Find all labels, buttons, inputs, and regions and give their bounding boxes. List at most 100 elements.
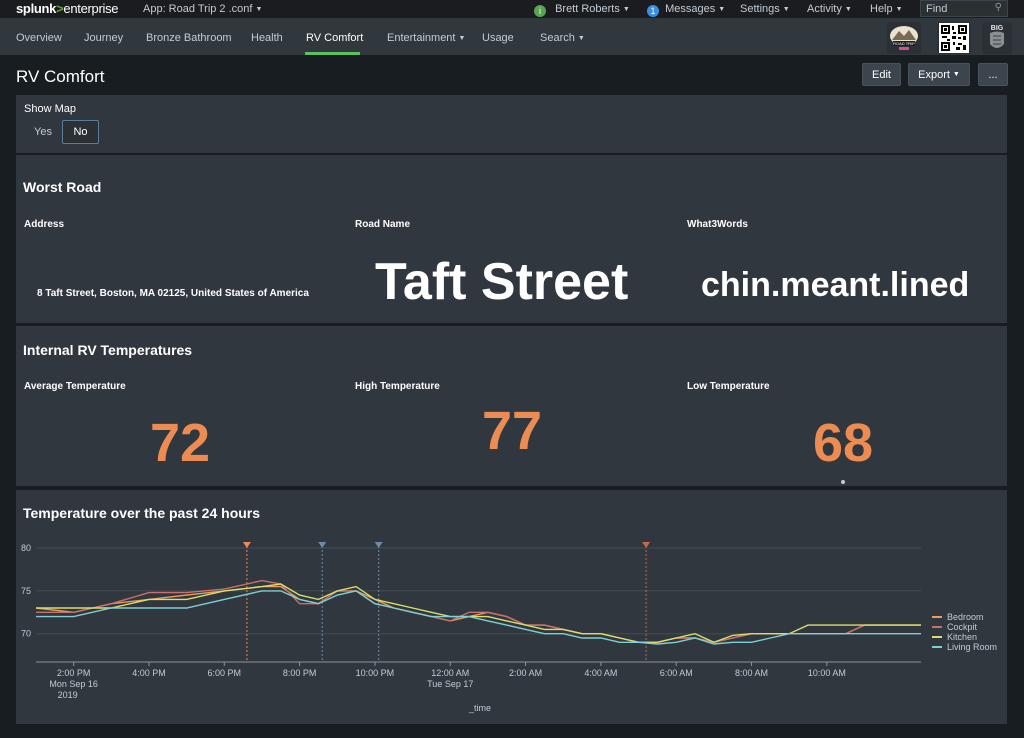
x-axis-label: _time xyxy=(468,703,491,713)
big-logo-icon: BIG xyxy=(990,25,1004,48)
annotation-marker-icon xyxy=(642,542,651,548)
x-tick-label: 2:00 PM xyxy=(57,668,91,678)
chevron-down-icon: ▼ xyxy=(458,35,466,42)
high-temp-value: 77 xyxy=(481,401,543,461)
show-map-yes-option[interactable]: Yes xyxy=(34,126,52,138)
y-tick-label: 70 xyxy=(21,629,31,639)
low-temp-value: 68 xyxy=(812,413,874,473)
chevron-down-icon: ▼ xyxy=(255,6,263,13)
logo-main: splunk xyxy=(16,1,57,16)
temperature-chart-panel: Temperature over the past 24 hours 80 75 7… xyxy=(16,490,1007,724)
qr-code-icon xyxy=(937,22,971,54)
worst-road-title: Worst Road xyxy=(23,179,102,195)
annotation-marker-icon xyxy=(374,542,383,548)
nav-item-rv-comfort[interactable]: RV Comfort xyxy=(306,32,364,44)
settings-menu[interactable]: Settings ▼ xyxy=(740,3,790,15)
activity-menu[interactable]: Activity ▼ xyxy=(807,3,852,15)
help-menu[interactable]: Help ▼ xyxy=(870,3,903,15)
logo-gt: > xyxy=(56,1,64,16)
address-value: 8 Taft Street, Boston, MA 02125, United … xyxy=(37,288,309,299)
low-temp-label: Low Temperature xyxy=(687,381,770,392)
nav-entertainment-label: Entertainment xyxy=(387,32,456,44)
settings-label: Settings xyxy=(740,3,780,15)
annotation-marker-icon xyxy=(318,542,327,548)
x-tick-year-label: 2019 xyxy=(58,690,78,700)
worst-road-panel: Worst Road Address 8 Taft Street, Boston… xyxy=(16,155,1007,323)
legend-label: Bedroom xyxy=(947,612,984,622)
x-tick-label: 10:00 PM xyxy=(356,668,395,678)
road-name-value: Taft Street xyxy=(375,253,629,311)
show-map-no-option[interactable]: No xyxy=(62,120,99,144)
address-label: Address xyxy=(24,219,65,230)
legend-label: Kitchen xyxy=(947,632,977,642)
x-tick-label: 6:00 AM xyxy=(660,668,693,678)
nav-item-bronze-bathroom[interactable]: Bronze Bathroom xyxy=(146,32,232,44)
top-bar: splunk>enterprise App: Road Trip 2 .conf… xyxy=(0,0,1024,18)
pagination-dot[interactable] xyxy=(841,480,845,484)
nav-item-usage[interactable]: Usage xyxy=(482,32,514,44)
x-tick-label: 2:00 AM xyxy=(509,668,542,678)
y-tick-label: 75 xyxy=(21,586,31,596)
page-title: RV Comfort xyxy=(16,67,105,86)
find-placeholder: Find xyxy=(926,3,948,15)
x-tick-label: 4:00 AM xyxy=(584,668,617,678)
nav-item-overview[interactable]: Overview xyxy=(16,32,62,44)
user-name: Brett Roberts xyxy=(555,3,620,15)
show-map-label: Show Map xyxy=(24,103,76,115)
logo-suffix: enterprise xyxy=(63,1,119,16)
road-trip-logo-icon: ROAD TRIP xyxy=(890,26,918,50)
nav-item-search[interactable]: Search ▼ xyxy=(540,32,585,44)
find-input[interactable]: Find ⚲ xyxy=(920,0,1008,17)
messages-menu[interactable]: 1 Messages ▼ xyxy=(647,3,725,17)
legend-label: Living Room xyxy=(947,642,997,652)
export-label: Export xyxy=(918,68,950,81)
legend-label: Cockpit xyxy=(947,622,978,632)
chart-title: Temperature over the past 24 hours xyxy=(23,505,261,521)
app-label: App: Road Trip 2 .conf xyxy=(143,3,253,15)
edit-button[interactable]: Edit xyxy=(862,63,901,86)
big-text: BIG xyxy=(991,25,1004,32)
what3words-value: chin.meant.lined xyxy=(701,266,970,304)
chevron-down-icon: ▼ xyxy=(895,6,903,13)
x-tick-label: 4:00 PM xyxy=(132,668,166,678)
internal-temps-panel: Internal RV Temperatures Average Tempera… xyxy=(16,326,1007,486)
road-name-label: Road Name xyxy=(355,219,411,230)
info-icon: i xyxy=(534,5,546,17)
user-menu[interactable]: i Brett Roberts ▼ xyxy=(534,3,630,17)
chevron-down-icon: ▼ xyxy=(844,6,852,13)
x-tick-sublabel: Tue Sep 17 xyxy=(427,679,473,689)
high-temp-label: High Temperature xyxy=(355,381,440,392)
big-logo-badge: BIG xyxy=(982,22,1012,54)
chevron-down-icon: ▼ xyxy=(577,35,585,42)
messages-label: Messages xyxy=(665,3,716,15)
annotation-marker-icon xyxy=(242,542,251,548)
road-trip-text: ROAD TRIP xyxy=(893,41,915,46)
x-tick-sublabel: Mon Sep 16 xyxy=(49,679,98,689)
what3words-label: What3Words xyxy=(687,219,748,230)
dashboard-title-row: RV Comfort Edit Export ▼ ... xyxy=(0,55,1024,92)
chevron-down-icon: ▼ xyxy=(952,71,960,78)
app-menu[interactable]: App: Road Trip 2 .conf ▼ xyxy=(143,3,262,15)
qr-code-graphic xyxy=(939,23,969,53)
export-button[interactable]: Export ▼ xyxy=(908,63,970,86)
chevron-down-icon: ▼ xyxy=(782,6,790,13)
messages-count-badge: 1 xyxy=(647,5,659,17)
internal-temps-title: Internal RV Temperatures xyxy=(23,342,193,358)
x-tick-label: 10:00 AM xyxy=(808,668,846,678)
average-temp-value: 72 xyxy=(149,413,211,473)
help-label: Help xyxy=(870,3,893,15)
series-line-living-room xyxy=(36,590,921,645)
more-actions-button[interactable]: ... xyxy=(978,63,1008,86)
active-tab-indicator xyxy=(305,52,360,55)
x-tick-label: 8:00 PM xyxy=(283,668,317,678)
nav-item-entertainment[interactable]: Entertainment ▼ xyxy=(387,32,465,44)
average-temp-label: Average Temperature xyxy=(24,381,126,392)
splunk-logo[interactable]: splunk>enterprise xyxy=(16,1,119,16)
road-trip-badge: ROAD TRIP xyxy=(887,22,921,54)
search-icon: ⚲ xyxy=(994,2,1002,13)
nav-item-journey[interactable]: Journey xyxy=(84,32,124,44)
x-tick-label: 12:00 AM xyxy=(431,668,469,678)
chevron-down-icon: ▼ xyxy=(622,6,630,13)
nav-item-health[interactable]: Health xyxy=(251,32,283,44)
